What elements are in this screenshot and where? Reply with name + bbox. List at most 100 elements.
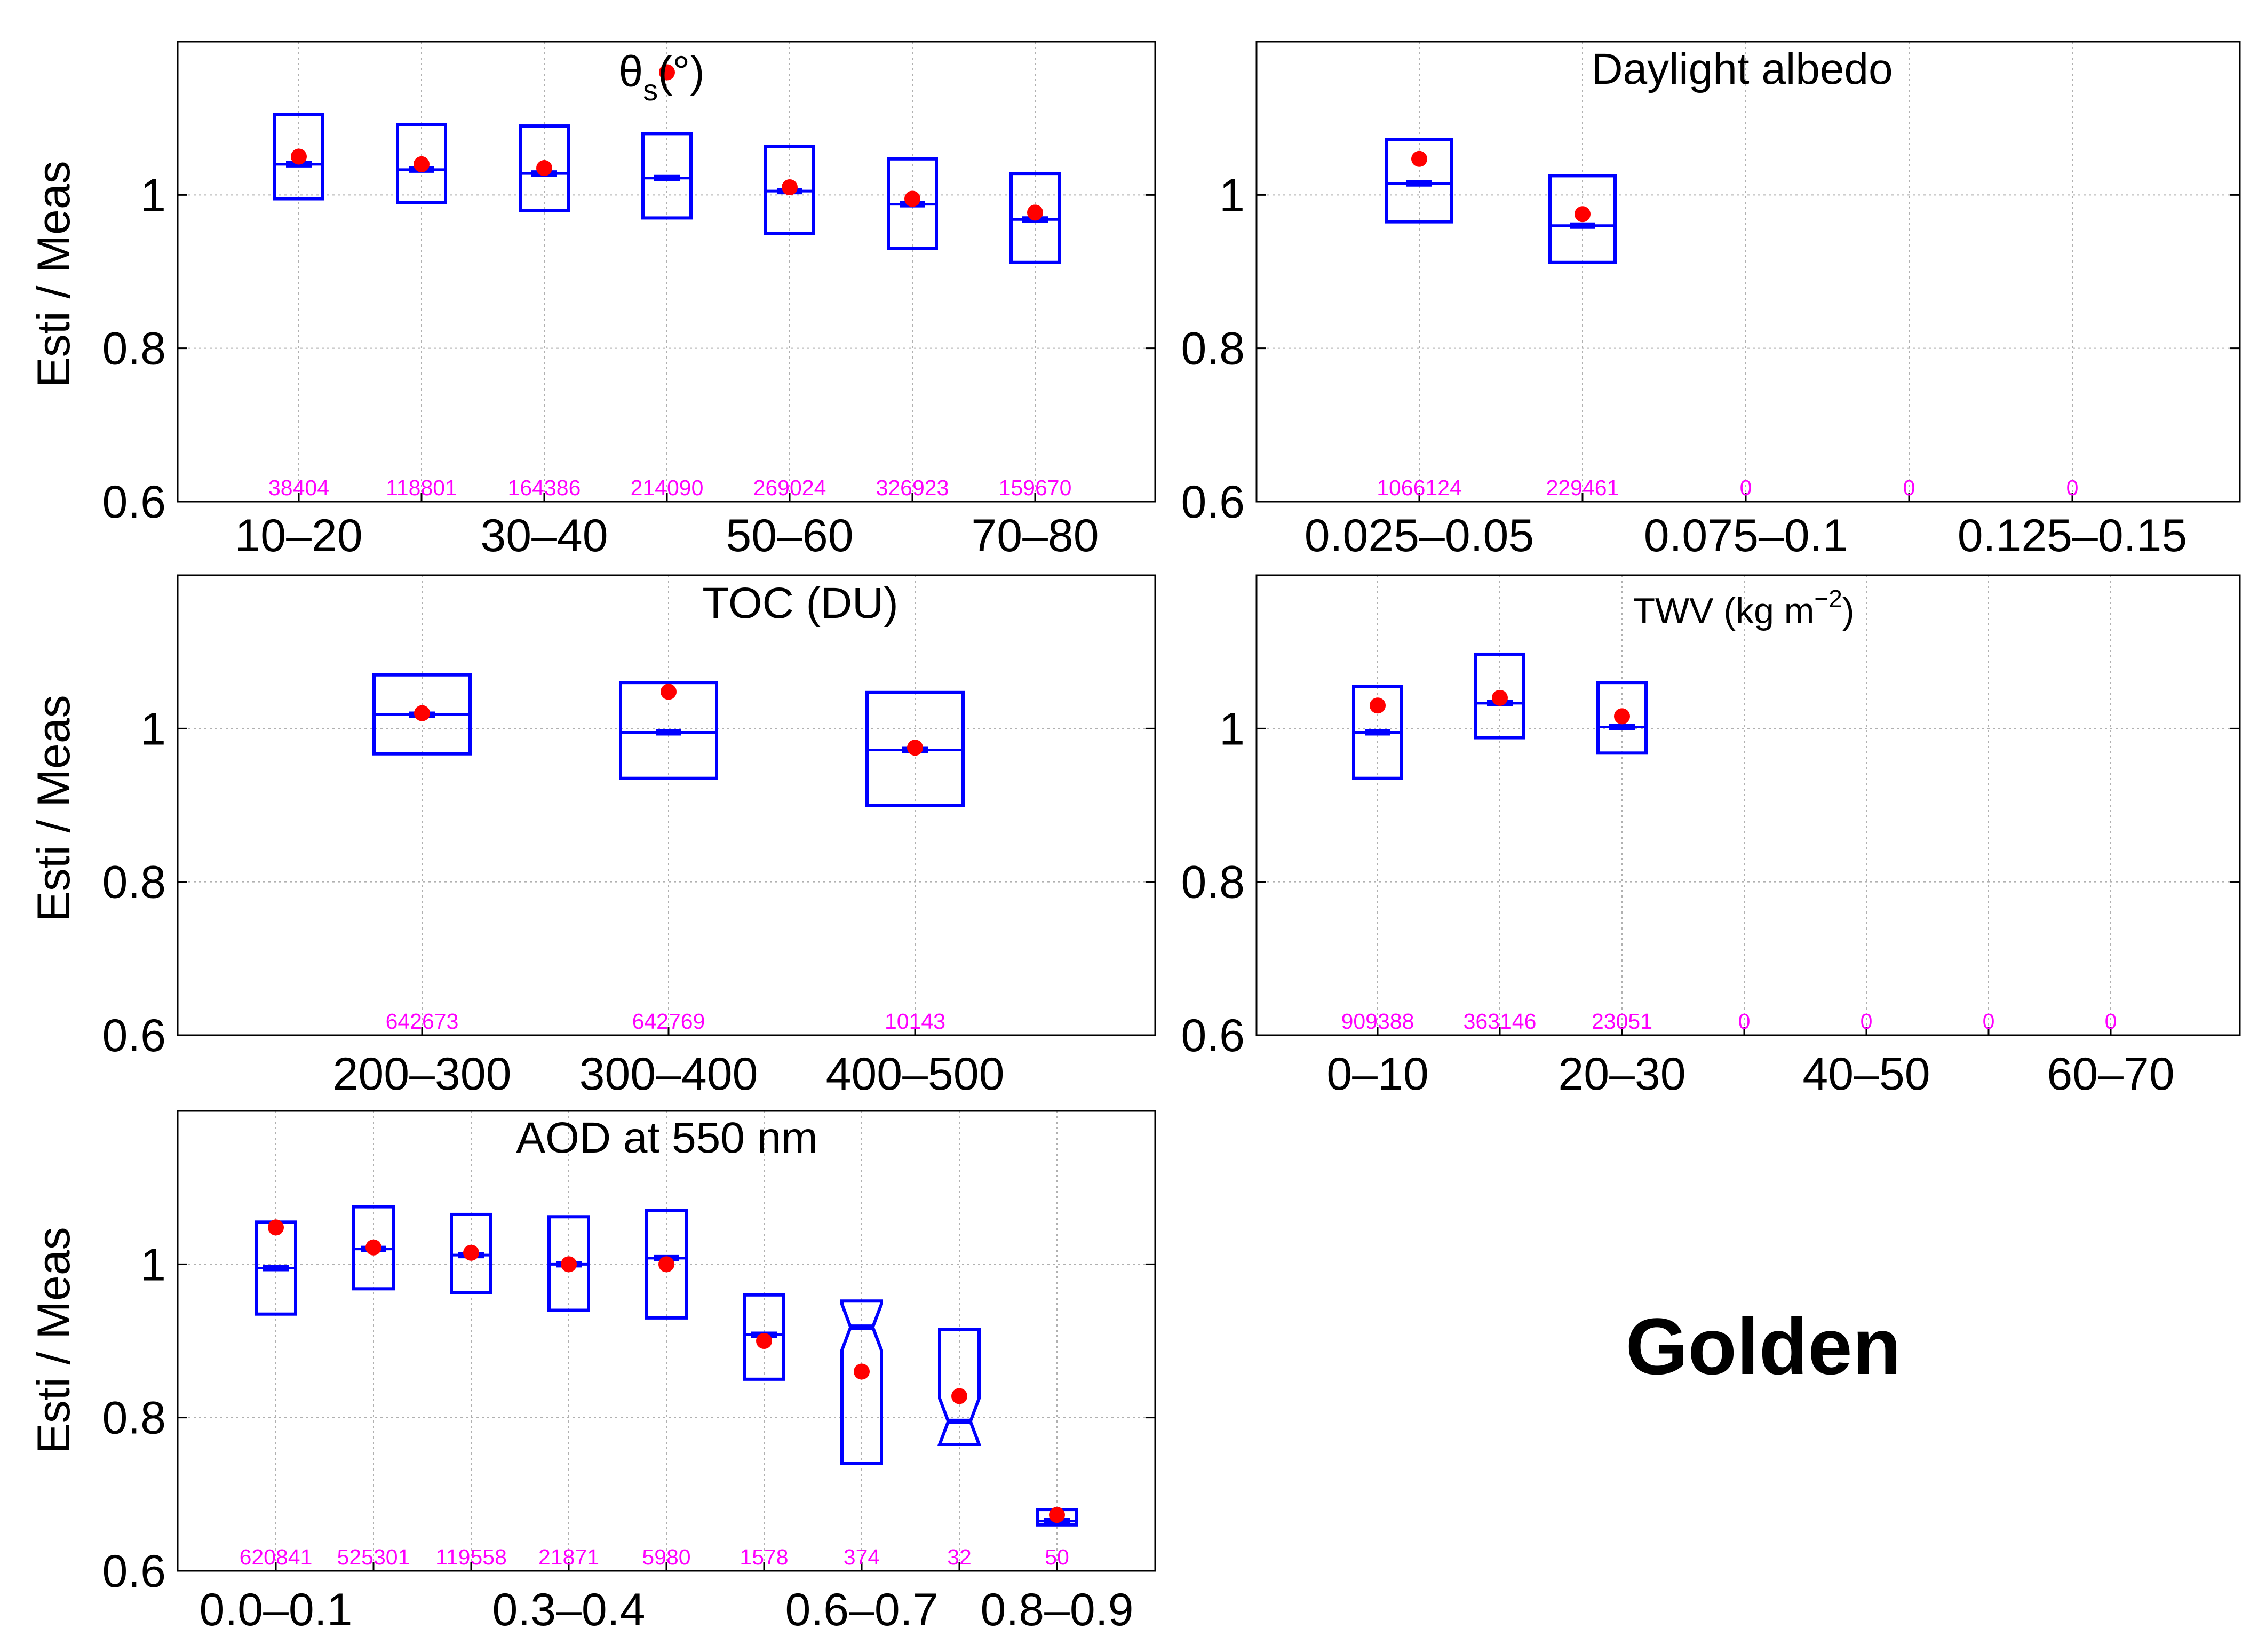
xtick-label: 50–60 <box>726 510 853 561</box>
count-label-4: 5980 <box>642 1545 690 1569</box>
xtick-label: 20–30 <box>1558 1049 1685 1100</box>
box-3 <box>641 132 693 220</box>
panel-toc: 0.6 0.8 1 200–300 300–400 400–500 642673 64276… <box>28 574 1156 1100</box>
count-label-4: 0 <box>1861 1009 1873 1034</box>
panel-aod-marks: 620841 525301 119558 21871 5980 1578 374 32 50 <box>240 1205 1078 1569</box>
ytick-label: 1 <box>1219 170 1245 221</box>
panel-sza-ylabel: Esti / Meas <box>28 161 79 387</box>
count-label-5: 0 <box>1983 1009 1995 1034</box>
count-label-3: 214090 <box>631 475 704 500</box>
panel-sza-gridlines: 0.6 0.8 1 10–20 30–40 50–60 70–80 <box>102 41 1156 561</box>
panel-toc-ylabel: Esti / Meas <box>28 695 79 922</box>
axes-frame <box>177 574 1156 1036</box>
panel-toc-marks: 642673 642769 10143 <box>372 673 965 1034</box>
xtick-label: 300–400 <box>579 1049 758 1100</box>
mean-dot-0 <box>1411 150 1427 167</box>
count-label-4: 0 <box>2066 475 2079 500</box>
count-label-2: 164386 <box>508 475 581 500</box>
mean-dot-6 <box>1027 204 1043 221</box>
xtick-label: 0.025–0.05 <box>1305 510 1534 561</box>
count-label-0: 909388 <box>1341 1009 1414 1034</box>
mean-dot-8 <box>1049 1507 1065 1523</box>
box-0 <box>273 113 324 201</box>
count-label-1: 118801 <box>386 475 457 500</box>
count-label-5: 326923 <box>876 475 949 500</box>
ytick-label: 0.6 <box>102 1546 166 1597</box>
box-2 <box>1596 681 1648 755</box>
mean-dot-0 <box>1370 697 1386 714</box>
ytick-label: 0.8 <box>102 1393 166 1444</box>
ytick-label: 0.8 <box>102 857 166 908</box>
xtick-label: 40–50 <box>1802 1049 1930 1100</box>
panel-twv: 0.6 0.8 1 0–10 20–30 40–50 60–70 909388 363146 2… <box>1181 574 2241 1100</box>
box-1 <box>619 681 718 780</box>
xtick-label: 0.125–0.15 <box>1958 510 2187 561</box>
box-1 <box>1474 652 1525 740</box>
count-label-2: 23051 <box>1592 1009 1652 1034</box>
panel-twv-gridlines: 0.6 0.8 1 0–10 20–30 40–50 60–70 <box>1181 574 2241 1100</box>
ytick-label: 0.6 <box>1181 1010 1245 1061</box>
site-label: Golden <box>1626 1301 1902 1391</box>
mean-dot-2 <box>1614 708 1630 725</box>
mean-dot-1 <box>414 156 430 172</box>
panel-aod: 0.6 0.8 1 0.0–0.1 0.3–0.4 0.6–0.7 0.8–0.9 6208… <box>28 1110 1156 1635</box>
panel-twv-marks: 909388 363146 23051 0 0 0 0 <box>1341 652 2117 1034</box>
count-label-6: 0 <box>2105 1009 2117 1034</box>
xtick-label: 0.0–0.1 <box>200 1584 353 1635</box>
count-label-3: 0 <box>1738 1009 1751 1034</box>
mean-dot-7 <box>951 1388 967 1404</box>
count-label-2: 119558 <box>435 1545 507 1569</box>
xtick-label: 0.8–0.9 <box>981 1584 1134 1635</box>
mean-dot-2 <box>907 740 923 756</box>
count-label-0: 642673 <box>386 1009 459 1034</box>
box-6 <box>1009 172 1061 264</box>
count-label-0: 1066124 <box>1377 475 1462 500</box>
count-label-1: 642769 <box>632 1009 705 1034</box>
count-label-7: 32 <box>947 1545 972 1569</box>
mean-dot-1 <box>661 684 677 700</box>
mean-dot-0 <box>414 705 430 721</box>
count-label-3: 0 <box>1903 475 1915 500</box>
box-1 <box>396 123 447 204</box>
count-label-1: 525301 <box>337 1545 410 1569</box>
panel-albedo-gridlines: 0.6 0.8 1 0.025–0.05 0.075–0.1 0.125–0.15 <box>1181 41 2241 561</box>
mean-dot-4 <box>658 1256 674 1273</box>
ytick-label: 0.8 <box>1181 323 1245 375</box>
ytick-label: 0.6 <box>1181 476 1245 528</box>
xtick-label: 200–300 <box>333 1049 512 1100</box>
xtick-label: 0.3–0.4 <box>492 1584 646 1635</box>
mean-dot-1 <box>365 1239 381 1256</box>
panel-sza-title: θs(°) <box>618 47 704 107</box>
axes-frame <box>1255 41 2241 503</box>
count-label-3: 21871 <box>538 1545 599 1569</box>
count-label-2: 0 <box>1740 475 1752 500</box>
ytick-label: 0.8 <box>1181 857 1245 908</box>
box-4 <box>645 1209 688 1320</box>
mean-dot-5 <box>904 190 920 207</box>
panel-albedo-title: Daylight albedo <box>1591 45 1893 93</box>
mean-dot-2 <box>463 1244 479 1261</box>
count-label-6: 374 <box>844 1545 880 1569</box>
panel-toc-title: TOC (DU) <box>702 579 898 628</box>
count-label-0: 38404 <box>268 475 329 500</box>
box-5 <box>743 1293 785 1381</box>
mean-dot-5 <box>756 1333 772 1349</box>
panel-aod-ylabel: Esti / Meas <box>28 1227 79 1454</box>
mean-dot-6 <box>854 1363 870 1380</box>
xtick-label: 70–80 <box>971 510 1099 561</box>
count-label-1: 229461 <box>1546 475 1619 500</box>
xtick-label: 0.075–0.1 <box>1644 510 1848 561</box>
ytick-label: 1 <box>140 170 166 221</box>
panel-aod-gridlines: 0.6 0.8 1 0.0–0.1 0.3–0.4 0.6–0.7 0.8–0.9 <box>102 1110 1156 1635</box>
ytick-label: 1 <box>140 703 166 754</box>
ytick-label: 1 <box>1219 703 1245 754</box>
mean-dot-0 <box>291 148 307 165</box>
count-label-8: 50 <box>1045 1545 1069 1569</box>
panel-twv-title: TWV (kg m−2) <box>1633 585 1854 631</box>
mean-dot-0 <box>268 1219 284 1236</box>
axes-frame <box>1255 574 2241 1036</box>
count-label-6: 159670 <box>999 475 1072 500</box>
panel-toc-gridlines: 0.6 0.8 1 200–300 300–400 400–500 <box>102 574 1156 1100</box>
box-1 <box>1548 174 1617 264</box>
